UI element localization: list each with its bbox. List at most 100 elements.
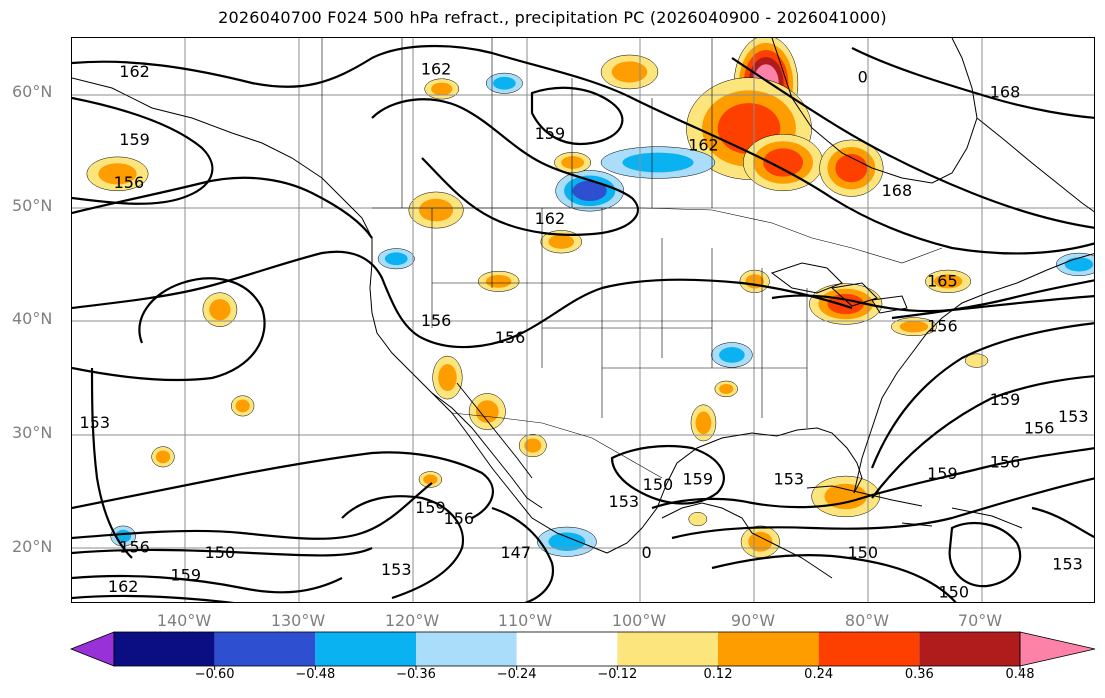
coastline-baja (431, 382, 543, 509)
anomaly-blob (432, 355, 463, 400)
colorbar-cell (114, 632, 215, 666)
border-us-canada (372, 207, 943, 264)
anomaly-ring (572, 180, 607, 202)
contour-156-gulf (671, 477, 1094, 540)
contour-label: 156 (444, 509, 475, 528)
contour-label: 162 (688, 136, 719, 155)
anomaly-blob (600, 54, 659, 90)
colorbar-cell (718, 632, 819, 666)
contour-150-sw (72, 482, 433, 540)
contour-165-east (891, 279, 1094, 320)
anomaly-ring (1064, 257, 1094, 272)
contour-153-se (1031, 506, 1094, 539)
anomaly-ring (423, 474, 438, 485)
contour-label: 156 (927, 317, 958, 336)
contour-label: 156 (421, 311, 452, 330)
map-canvas: 162 1621591561591621621681680165156156156… (72, 38, 1094, 602)
anomaly-ring (688, 512, 708, 527)
anomaly-blob (554, 152, 592, 173)
coastline-pacific-north (72, 77, 373, 263)
contour-label: 162 (108, 577, 139, 596)
colorbar-tick-label: 0.36 (904, 667, 934, 682)
anomaly-ring (933, 274, 963, 289)
anomaly-blob (740, 525, 780, 558)
contour-label: 159 (927, 464, 958, 483)
contour-label: 162 (421, 60, 452, 79)
lon-label-90w: 90°W (730, 611, 776, 630)
colorbar-cell (617, 632, 718, 666)
colorbar-tick-label: 0.48 (1005, 667, 1035, 682)
anomaly-blob (231, 395, 255, 417)
contour-label: 162 (535, 209, 566, 228)
anomaly-blob (711, 342, 753, 368)
anomaly-blob (819, 139, 884, 197)
contour-label: 156 (119, 537, 150, 556)
anomaly-ring (622, 152, 694, 173)
colorbar-cell (919, 632, 1020, 666)
contour-150-gulf (610, 444, 725, 505)
contour-label: 168 (882, 181, 913, 200)
anomaly-blob (555, 170, 625, 212)
anomaly-blob (743, 133, 824, 192)
chart-title: 2026040700 F024 500 hPa refract., precip… (218, 8, 887, 27)
anomaly-ring (384, 252, 408, 266)
colorbar-tick-label: −0.60 (194, 667, 235, 682)
anomaly-ring (611, 61, 648, 83)
coastline-labrador (976, 117, 1094, 213)
lat-label-30n: 30°N (12, 423, 53, 442)
anomaly-blob (418, 471, 443, 488)
contour-label: 159 (119, 130, 150, 149)
lon-label-140w: 140°W (156, 611, 212, 630)
lon-label-110w: 110°W (497, 611, 553, 630)
colorbar-over-arrow (1019, 631, 1096, 667)
contour-label: 159 (990, 390, 1021, 409)
colorbar-outline (113, 631, 1021, 667)
contour-labels: 162 1621591561591621621681680165156156156… (79, 60, 1088, 602)
contour-label: 153 (774, 469, 805, 488)
anomaly-blob (1055, 252, 1094, 276)
anomaly-blob (714, 380, 738, 398)
contour-label: 150 (939, 583, 970, 602)
contour-156-west (72, 176, 373, 239)
anomaly-blob (690, 404, 717, 442)
contour-159-loop (530, 86, 624, 146)
coastlines (72, 38, 1094, 579)
contour-label: 159 (171, 566, 202, 585)
colorbar-cell (416, 632, 517, 666)
anomaly-blob (424, 78, 460, 100)
refractivity-contours (72, 44, 1094, 602)
contour-label: 156 (1024, 419, 1055, 438)
contour-159-south (72, 574, 343, 594)
colorbar-tick-label: −0.36 (396, 667, 436, 682)
lon-label-130w: 130°W (270, 611, 326, 630)
anomaly-blob (151, 446, 175, 468)
anomaly-ring (209, 299, 231, 321)
coastline-yucatan (661, 502, 833, 579)
lon-label-80w: 80°W (844, 611, 890, 630)
anomaly-ring (492, 76, 516, 90)
contour-label: 159 (535, 124, 566, 143)
anomaly-blob (925, 269, 972, 293)
contour-label: 150 (205, 543, 236, 562)
contour-label: 0 (641, 543, 651, 562)
anomaly-ring (695, 411, 712, 435)
anomaly-blob (890, 317, 937, 336)
anomaly-ring (438, 364, 457, 392)
colorbar-under-arrow (69, 631, 115, 667)
colorbar-cell (214, 632, 316, 666)
anomaly-blob (468, 393, 506, 430)
anomaly-shading (86, 38, 1094, 558)
contour-label: 156 (114, 173, 145, 192)
contour-label: 150 (847, 543, 878, 562)
lat-label-40n: 40°N (12, 309, 53, 328)
colorbar-cell (818, 632, 920, 666)
coastline-atlantic (853, 253, 1094, 494)
anomaly-blob (518, 433, 547, 458)
anomaly-ring (548, 532, 586, 551)
contour-156-sw (72, 451, 494, 519)
lon-label-120w: 120°W (384, 611, 440, 630)
contour-label: 0 (858, 68, 868, 87)
contour-label: 165 (927, 271, 958, 290)
contour-156-northeast (771, 294, 1094, 313)
contour-162-north (72, 44, 1094, 255)
